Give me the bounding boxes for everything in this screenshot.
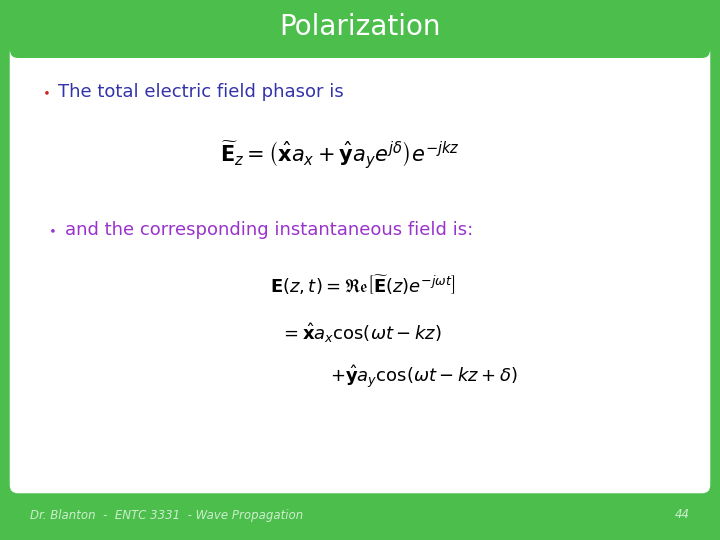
Text: The total electric field phasor is: The total electric field phasor is	[58, 83, 343, 101]
Text: $= \hat{\mathbf{x}}a_x \cos(\omega t - kz)$: $= \hat{\mathbf{x}}a_x \cos(\omega t - k…	[280, 321, 441, 345]
Text: $\bullet$: $\bullet$	[48, 224, 56, 237]
Text: Dr. Blanton  -  ENTC 3331  - Wave Propagation: Dr. Blanton - ENTC 3331 - Wave Propagati…	[30, 509, 303, 522]
Text: and the corresponding instantaneous field is:: and the corresponding instantaneous fiel…	[65, 221, 473, 239]
FancyBboxPatch shape	[10, 0, 710, 58]
Text: $\bullet$: $\bullet$	[42, 85, 50, 98]
Text: $\mathbf{E}(z,t) = \mathfrak{Re}\left[\widetilde{\mathbf{E}}(z)e^{-j\omega t}\ri: $\mathbf{E}(z,t) = \mathfrak{Re}\left[\w…	[270, 273, 456, 296]
Text: $\widetilde{\mathbf{E}}_z = \left(\hat{\mathbf{x}}a_x + \hat{\mathbf{y}}a_y e^{j: $\widetilde{\mathbf{E}}_z = \left(\hat{\…	[220, 139, 460, 171]
Text: 44: 44	[675, 509, 690, 522]
Text: $+\hat{\mathbf{y}}a_y \cos(\omega t - kz + \delta)$: $+\hat{\mathbf{y}}a_y \cos(\omega t - kz…	[330, 363, 518, 390]
Text: Polarization: Polarization	[279, 13, 441, 41]
FancyBboxPatch shape	[8, 43, 712, 495]
